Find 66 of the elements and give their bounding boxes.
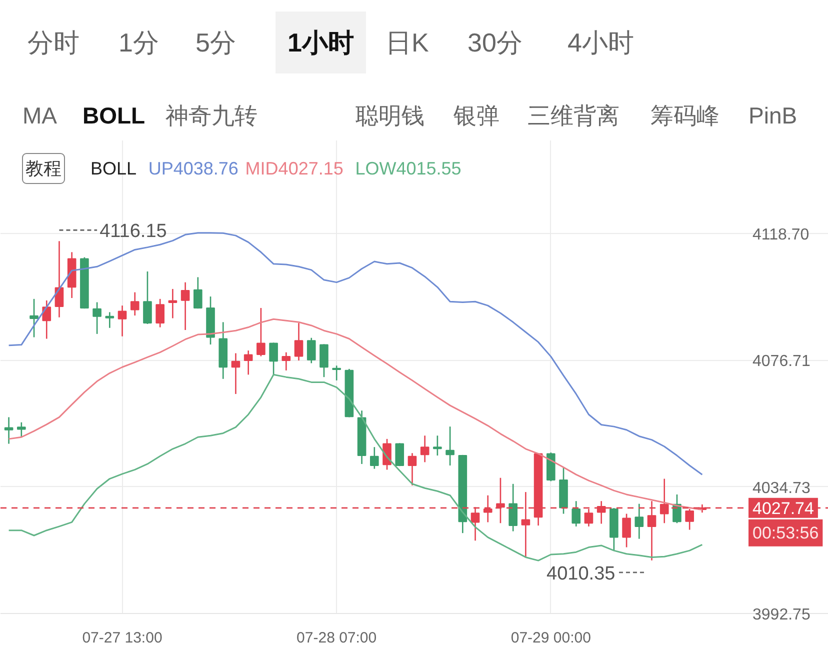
text: UP4038.76: [148, 158, 238, 178]
candlestick: [130, 292, 140, 316]
y-tick-label: 4076.71: [752, 353, 810, 370]
text: 4027.74: [752, 498, 814, 518]
candlestick: [446, 426, 454, 466]
candlestick: [622, 513, 631, 548]
text: 1小时: [288, 28, 354, 58]
candlestick: [30, 298, 38, 338]
text: 聪明钱: [356, 102, 424, 128]
text: MA: [22, 102, 58, 128]
candlestick: [4, 416, 14, 444]
candlestick: [320, 344, 328, 378]
candlestick: [408, 452, 417, 486]
candlestick: [193, 276, 202, 310]
annotation: 教程: [26, 158, 62, 178]
y-tick-label: 4118.70: [752, 226, 810, 244]
annotation: 4116.15: [100, 221, 167, 242]
candlestick: [508, 483, 518, 532]
text: 00:53:56: [752, 523, 819, 542]
candlestick: [306, 337, 316, 364]
candlestick: [332, 364, 341, 382]
line-series: [8, 374, 703, 562]
text: 三维背离: [528, 102, 620, 128]
y-tick-label: 4034.73: [752, 480, 810, 497]
candlestick: [244, 350, 253, 376]
candlestick: [118, 304, 127, 337]
candlestick: [269, 342, 278, 376]
text: 30分: [468, 28, 522, 58]
candlestick: [395, 442, 404, 467]
candlestick: [433, 434, 442, 456]
text: 日K: [386, 28, 430, 58]
text: 银弹: [452, 102, 500, 128]
candlestick: [685, 508, 694, 530]
annotation: 4010.35: [546, 563, 616, 584]
candlestick: [92, 302, 102, 335]
text: 筹码峰: [650, 102, 720, 128]
candlestick: [282, 352, 291, 372]
candlestick: [105, 312, 114, 329]
text: 5分: [196, 28, 236, 58]
x-tick-label: 07-29 00:00: [510, 630, 591, 646]
candlestick: [168, 288, 178, 319]
candlestick: [231, 352, 240, 395]
text: 神奇九转: [166, 102, 258, 128]
legend-title: BOLL: [90, 158, 137, 178]
candlestick: [382, 438, 392, 470]
text: MID4027.15: [245, 158, 344, 178]
candlestick: [156, 298, 164, 328]
y-tick-label: 3992.75: [752, 606, 810, 624]
x-tick-label: 07-27 13:00: [82, 630, 162, 646]
candlestick: [370, 446, 379, 470]
candlestick: [180, 282, 190, 331]
candlestick: [256, 307, 266, 357]
x-tick-label: 07-28 07:00: [296, 630, 377, 646]
text: 分时: [28, 28, 80, 58]
candlestick: [42, 300, 52, 340]
text: 4小时: [568, 28, 634, 58]
candlestick: [572, 500, 581, 528]
text: 1分: [118, 28, 159, 58]
candlestick: [634, 503, 644, 540]
text: LOW4015.55: [355, 158, 462, 178]
candlestick: [420, 434, 430, 463]
candlestick: [143, 270, 152, 325]
candlestick: [294, 322, 304, 362]
candlestick: [17, 422, 26, 438]
text: PinB: [748, 102, 798, 128]
text: BOLL: [82, 102, 146, 128]
